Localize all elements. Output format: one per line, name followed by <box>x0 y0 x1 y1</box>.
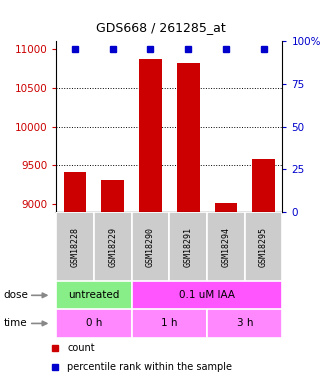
Text: GSM18290: GSM18290 <box>146 226 155 267</box>
Text: GSM18295: GSM18295 <box>259 226 268 267</box>
Bar <box>139 59 162 212</box>
Bar <box>252 159 275 212</box>
Bar <box>56 309 132 338</box>
Text: 1 h: 1 h <box>161 318 178 328</box>
Text: time: time <box>3 318 27 328</box>
Bar <box>245 212 282 281</box>
Bar <box>132 212 169 281</box>
Text: GDS668 / 261285_at: GDS668 / 261285_at <box>96 21 225 34</box>
Text: 0 h: 0 h <box>86 318 102 328</box>
Bar <box>132 309 207 338</box>
Bar <box>101 180 124 212</box>
Text: GSM18291: GSM18291 <box>184 226 193 267</box>
Bar <box>64 171 86 212</box>
Bar <box>56 212 94 281</box>
Bar <box>177 63 199 212</box>
Text: dose: dose <box>3 290 28 300</box>
Text: GSM18294: GSM18294 <box>221 226 230 267</box>
Text: GSM18228: GSM18228 <box>71 226 80 267</box>
Text: count: count <box>67 343 95 353</box>
Bar <box>214 202 237 212</box>
Bar <box>94 212 132 281</box>
Bar <box>207 309 282 338</box>
Text: untreated: untreated <box>68 290 120 300</box>
Bar <box>132 281 282 309</box>
Bar <box>169 212 207 281</box>
Text: 0.1 uM IAA: 0.1 uM IAA <box>179 290 235 300</box>
Bar <box>207 212 245 281</box>
Text: GSM18229: GSM18229 <box>108 226 117 267</box>
Bar <box>56 281 132 309</box>
Text: percentile rank within the sample: percentile rank within the sample <box>67 362 232 372</box>
Text: 3 h: 3 h <box>237 318 253 328</box>
